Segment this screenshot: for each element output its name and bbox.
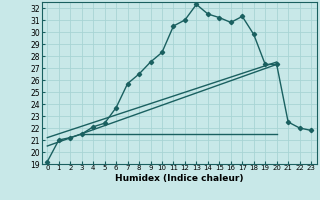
X-axis label: Humidex (Indice chaleur): Humidex (Indice chaleur) [115,174,244,183]
